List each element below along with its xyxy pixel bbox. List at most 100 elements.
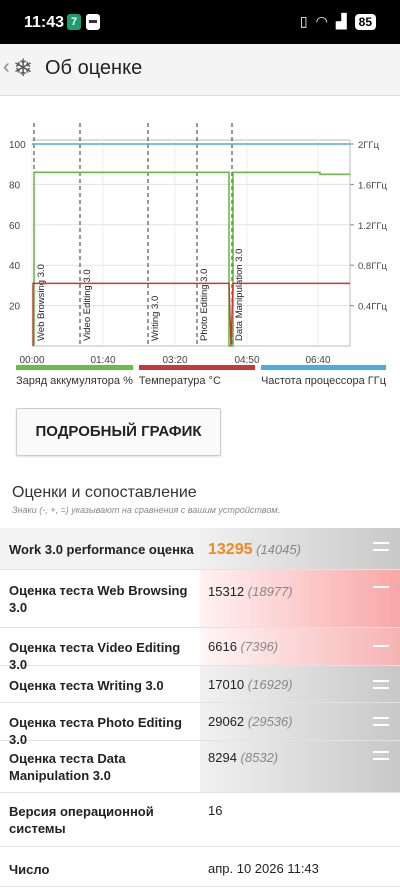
reference-value: (8532)	[240, 750, 279, 765]
row-name: Оценка теста Web Browsing 3.0	[9, 583, 188, 615]
minus-sign-icon	[373, 586, 389, 588]
legend-swatch-temperature	[138, 365, 255, 370]
signal-icon: ▟	[335, 13, 347, 29]
app-bar: ‹ ❄ Об оценке	[0, 44, 400, 96]
y-right-tick-label: 0.8ГГц	[358, 261, 387, 272]
row-name: Оценка теста Video Editing 3.0	[9, 640, 181, 672]
y-right-tick-label: 2ГГц	[358, 140, 380, 151]
equal-sign-icon	[373, 680, 389, 689]
table-row[interactable]: Work 3.0 performance оценка 13295 (14045…	[0, 528, 400, 570]
score-value: апр. 10 2026 11:43	[208, 861, 319, 876]
table-row[interactable]: Оценка теста Web Browsing 3.0 15312 (189…	[0, 570, 400, 628]
reference-value: (18977)	[247, 584, 293, 599]
row-score: апр. 10 2026 11:43	[208, 861, 319, 876]
table-row[interactable]: Оценка теста Photo Editing 3.0 29062 (29…	[0, 703, 400, 747]
table-row: Версия операционной системы 16	[0, 793, 400, 847]
row-score: 6616 (7396)	[208, 639, 278, 654]
x-tick-label: 01:40	[90, 355, 115, 366]
y-tick-label: 80	[9, 180, 21, 191]
row-score: 15312 (18977)	[208, 584, 293, 599]
reference-value: (14045)	[256, 542, 301, 557]
row-value-cell: 17010 (16929)	[200, 666, 400, 702]
score-value: 16	[208, 803, 223, 818]
test-marker-label: Video Editing 3.0	[82, 269, 93, 341]
detailed-chart-button[interactable]: ПОДРОБНЫЙ ГРАФИК	[16, 408, 221, 456]
row-score: 13295 (14045)	[208, 541, 301, 559]
row-name: Оценка теста Data Manipulation 3.0	[9, 751, 126, 783]
table-row[interactable]: Оценка теста Data Manipulation 3.0 8294 …	[0, 741, 400, 793]
legend-swatch-cpu-frequency	[260, 365, 386, 370]
equal-sign-icon	[373, 717, 389, 726]
test-marker-label: Data Manipulation 3.0	[234, 249, 245, 341]
score-value: 8294	[208, 750, 237, 765]
equal-sign-icon	[373, 542, 389, 551]
performance-chart: Web Browsing 3.0 Video Editing 3.0 Writing…	[9, 123, 387, 366]
test-marker-label: Photo Editing 3.0	[199, 269, 210, 341]
row-name: Work 3.0 performance оценка	[9, 542, 194, 557]
wifi-icon: ◠	[315, 13, 328, 29]
row-value-cell: 15312 (18977)	[200, 570, 400, 627]
row-value-cell: 29062 (29536)	[200, 703, 400, 740]
minus-sign-icon	[373, 645, 389, 647]
row-value-cell: 13295 (14045)	[200, 528, 400, 569]
legend-swatch-battery	[16, 365, 133, 370]
test-marker-label: Web Browsing 3.0	[36, 264, 47, 341]
scores-table: Work 3.0 performance оценка 13295 (14045…	[0, 528, 400, 887]
row-value-cell: 6616 (7396)	[200, 628, 400, 665]
x-tick-label: 06:40	[305, 355, 330, 366]
legend-item-cpu-frequency: Частота процессора ГГц	[260, 365, 386, 387]
legend-item-temperature: Температура °C	[138, 365, 255, 387]
table-row[interactable]: Оценка теста Writing 3.0 17010 (16929)	[0, 666, 400, 703]
page-title: Об оценке	[45, 57, 143, 79]
reference-value: (29536)	[247, 714, 293, 729]
notification-badge-icon: 7	[67, 14, 81, 30]
score-value: 29062	[208, 714, 245, 729]
y-tick-label: 20	[9, 302, 21, 313]
row-score: 17010 (16929)	[208, 677, 293, 692]
row-name: Число	[9, 862, 50, 877]
series-line-temperature	[32, 282, 350, 347]
status-icons: ▯ ◠ ▟ 85	[300, 13, 376, 30]
y-right-tick-label: 1.6ГГц	[358, 180, 387, 191]
y-right-tick-label: 1.2ГГц	[358, 221, 387, 232]
legend-label-cpu-frequency: Частота процессора ГГц	[260, 375, 386, 387]
table-row[interactable]: Оценка теста Video Editing 3.0 6616 (739…	[0, 628, 400, 672]
reference-value: (16929)	[247, 677, 293, 692]
x-tick-label: 03:20	[162, 355, 187, 366]
row-value-cell: апр. 10 2026 11:43	[200, 847, 400, 886]
row-name: Оценка теста Photo Editing 3.0	[9, 715, 182, 747]
row-value-cell: 16	[200, 793, 400, 846]
vibrate-icon: ▯	[299, 13, 308, 29]
table-row: Число апр. 10 2026 11:43	[0, 847, 400, 887]
score-value: 17010	[208, 677, 245, 692]
equal-sign-icon	[373, 751, 389, 760]
y-right-tick-label: 0.4ГГц	[358, 302, 387, 313]
row-name: Оценка теста Writing 3.0	[9, 678, 164, 693]
section-title: Оценки и сопоставление	[12, 484, 197, 501]
legend-item-battery: Заряд аккумулятора %	[16, 365, 133, 387]
score-value: 13295	[208, 541, 253, 558]
row-score: 8294 (8532)	[208, 750, 278, 765]
row-score: 29062 (29536)	[208, 714, 293, 729]
section-note: Знаки (-, +, =) указывают на сравнения с…	[12, 505, 281, 515]
score-value: 15312	[208, 584, 245, 599]
reference-value: (7396)	[240, 639, 279, 654]
status-time: 11:43	[24, 14, 65, 31]
y-tick-label: 60	[9, 221, 21, 232]
test-marker-label: Writing 3.0	[150, 296, 161, 341]
legend-label-temperature: Температура °C	[138, 375, 221, 387]
message-notification-icon	[86, 14, 100, 30]
legend-label-battery: Заряд аккумулятора %	[16, 375, 133, 387]
series-line-battery	[33, 171, 350, 347]
score-value: 6616	[208, 639, 237, 654]
chart-legend: Заряд аккумулятора % Температура °C Част…	[16, 365, 386, 387]
app-logo-icon[interactable]: ❄	[13, 55, 34, 82]
x-tick-label: 04:50	[234, 355, 259, 366]
y-tick-label: 40	[9, 261, 21, 272]
battery-icon: 85	[354, 13, 376, 30]
row-score: 16	[208, 803, 222, 818]
row-value-cell: 8294 (8532)	[200, 741, 400, 792]
row-name: Версия операционной системы	[9, 804, 154, 836]
x-tick-label: 00:00	[19, 355, 44, 366]
back-chevron-icon[interactable]: ‹	[3, 56, 10, 78]
